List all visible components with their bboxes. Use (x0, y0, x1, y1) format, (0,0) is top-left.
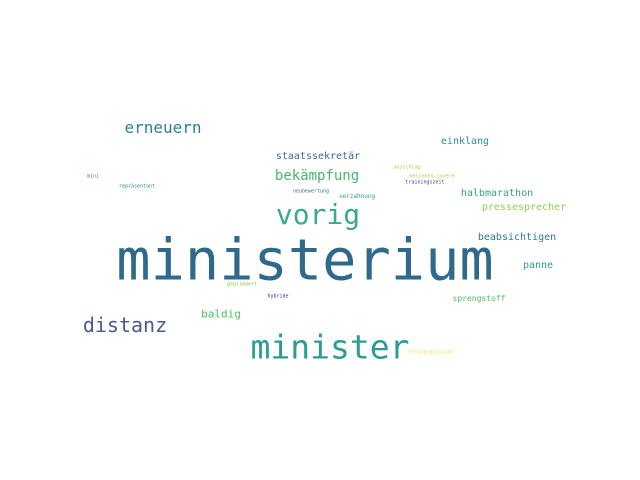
word-vorig: vorig (275, 198, 361, 231)
word-baldig: baldig (201, 307, 241, 321)
word-ausschlag: ausschlag (393, 164, 421, 171)
word-beabsichtigen: beabsichtigen (477, 232, 557, 243)
word-panne: panne (522, 260, 554, 271)
word-bekaempfung: bekämpfung (274, 168, 360, 184)
word-hybride: hybride (267, 293, 289, 300)
word-distanz: distanz (82, 313, 168, 337)
word-repraesentant: repräsentant (118, 183, 156, 190)
word-minister: minister (250, 327, 410, 367)
word-mini: mini (86, 173, 100, 180)
word-pressesprecher: pressesprecher (481, 202, 567, 213)
word-ministerium: ministerium (116, 227, 494, 294)
word-halbmarathon: halbmarathon (460, 188, 534, 199)
word-besinnen-innere: besinnen innere (409, 173, 455, 180)
word-verzahnung: verzahnung (338, 193, 376, 200)
word-sprengstoff: sprengstoff (452, 294, 506, 303)
word-trainingszeit: trainingszeit (405, 179, 445, 186)
word-erneuern: erneuern (124, 118, 202, 137)
word-gegliedert: gegliedert (226, 281, 258, 288)
word-staatssekretaer: staatssekretär (275, 151, 361, 162)
word-erfolgsaussicht: erfolgsaussicht (408, 349, 454, 356)
word-neubewertung: neubewertung (292, 188, 330, 195)
word-einklang: einklang (440, 136, 490, 147)
